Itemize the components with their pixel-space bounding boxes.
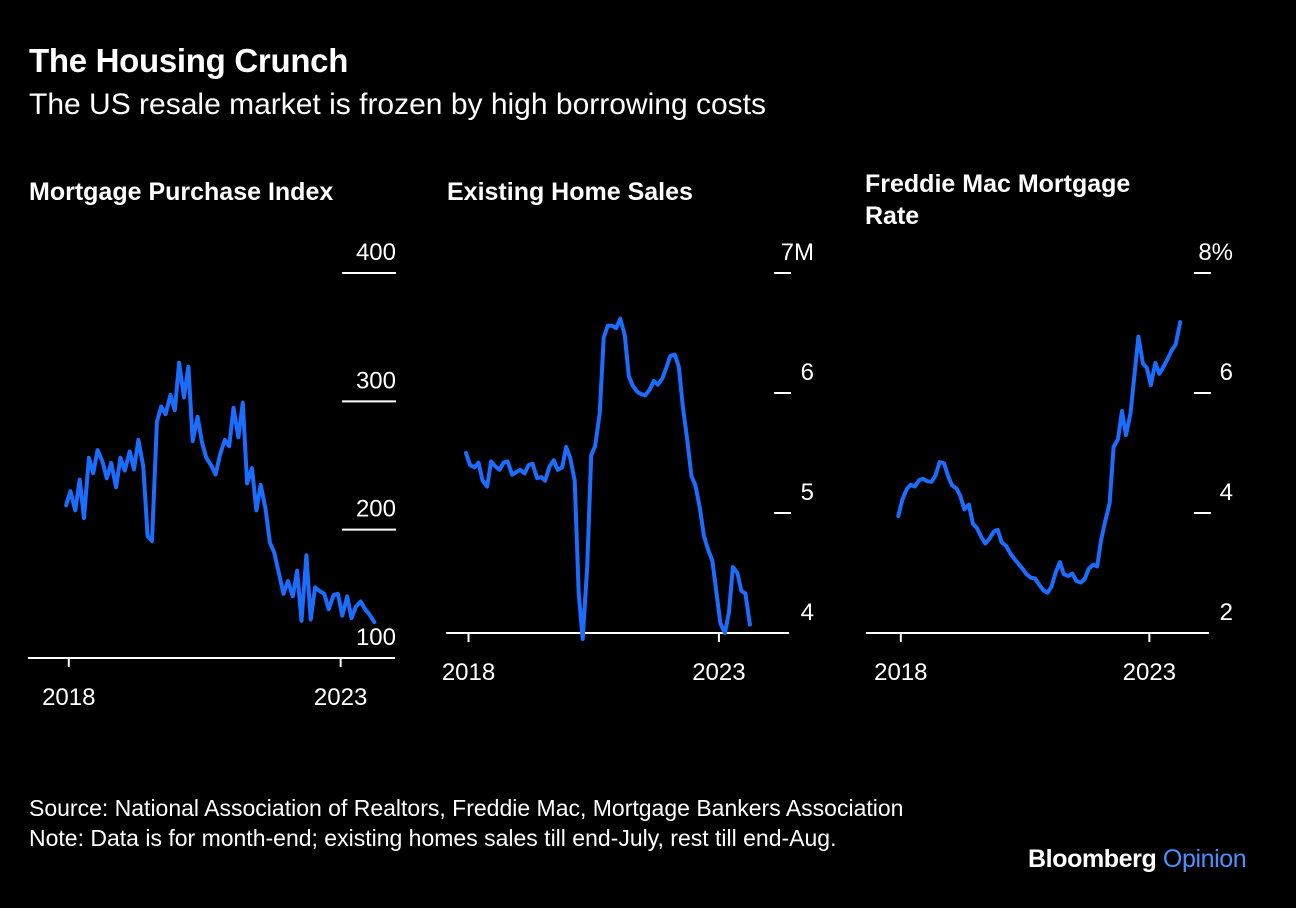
x-tick-label: 2023 bbox=[1123, 659, 1176, 686]
x-tick-label: 2018 bbox=[442, 659, 495, 686]
y-tick-label: 100 bbox=[356, 624, 396, 651]
y-tick-label: 4 bbox=[801, 599, 814, 626]
x-tick-label: 2023 bbox=[692, 659, 745, 686]
x-tick-label: 2023 bbox=[314, 684, 367, 711]
series-line bbox=[464, 316, 752, 641]
y-tick-label: 2 bbox=[1220, 599, 1233, 626]
footnotes: Source: National Association of Realtors… bbox=[29, 793, 989, 853]
x-tick-label: 2018 bbox=[874, 659, 927, 686]
y-tick-label: 6 bbox=[801, 359, 814, 386]
panel-freddie-mac-mortgage-rate: 2 4 6 8% 2018 2023 bbox=[866, 239, 1233, 686]
y-tick-label: 4 bbox=[1220, 479, 1233, 506]
panel-title-freddie-mac-mortgage-rate: Freddie Mac Mortgage Rate bbox=[865, 170, 1131, 230]
brand-logo: Bloomberg Opinion bbox=[1028, 845, 1247, 874]
y-tick-label: 5 bbox=[801, 479, 814, 506]
panel-title-mortgage-purchase-index: Mortgage Purchase Index bbox=[29, 178, 334, 206]
x-tick-label: 2018 bbox=[42, 684, 95, 711]
brand-suffix: Opinion bbox=[1162, 845, 1247, 873]
series-line bbox=[64, 360, 377, 625]
y-tick-label: 8% bbox=[1198, 239, 1233, 266]
chart-title: The Housing Crunch bbox=[29, 42, 349, 79]
panel-existing-home-sales: 4 5 6 7M 2018 2023 bbox=[442, 239, 814, 686]
y-tick-label: 300 bbox=[356, 367, 396, 394]
panel-title-existing-home-sales: Existing Home Sales bbox=[447, 178, 693, 206]
y-tick-label: 400 bbox=[356, 239, 396, 266]
y-tick-label: 6 bbox=[1220, 359, 1233, 386]
chart-subtitle: The US resale market is frozen by high b… bbox=[29, 88, 766, 121]
panel-mortgage-purchase-index: 100 200 300 400 2018 2023 bbox=[28, 239, 396, 711]
series-line bbox=[896, 320, 1183, 595]
data-note: Note: Data is for month-end; existing ho… bbox=[29, 825, 837, 851]
y-tick-label: 7M bbox=[781, 239, 814, 266]
source-note: Source: National Association of Realtors… bbox=[29, 795, 904, 821]
brand-name: Bloomberg bbox=[1028, 845, 1157, 873]
y-tick-label: 200 bbox=[356, 496, 396, 523]
